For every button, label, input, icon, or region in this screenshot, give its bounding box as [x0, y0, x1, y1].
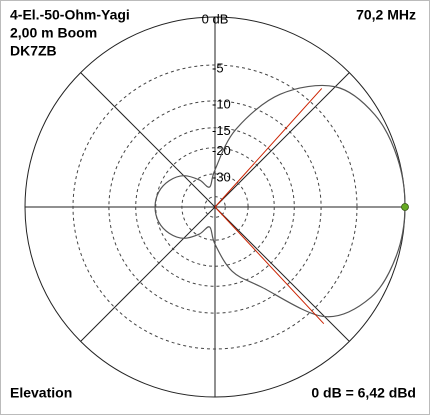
beamwidth-line — [214, 88, 323, 208]
ring — [155, 147, 275, 267]
beamwidth-line — [214, 206, 325, 325]
title-line: 2,00 m Boom — [10, 25, 97, 41]
plane-label: Elevation — [10, 385, 72, 401]
ring-label: -5 — [212, 60, 224, 75]
title-line: DK7ZB — [10, 43, 57, 59]
ring-label: 0 dB — [202, 11, 229, 26]
max-marker — [401, 203, 409, 211]
ring-label: -20 — [212, 143, 231, 158]
frequency: 70,2 MHz — [356, 7, 416, 23]
ring — [181, 173, 249, 241]
ring — [204, 196, 226, 218]
ring-label: -30 — [212, 169, 231, 184]
ring — [108, 100, 322, 314]
ring — [135, 127, 295, 287]
pattern — [154, 84, 406, 318]
reference-label: 0 dB = 6,42 dBd — [311, 385, 416, 401]
title-line: 4-El.-50-Ohm-Yagi — [10, 7, 130, 23]
ring-label: -15 — [212, 123, 231, 138]
ring — [72, 64, 358, 350]
ring-label: -10 — [212, 96, 231, 111]
